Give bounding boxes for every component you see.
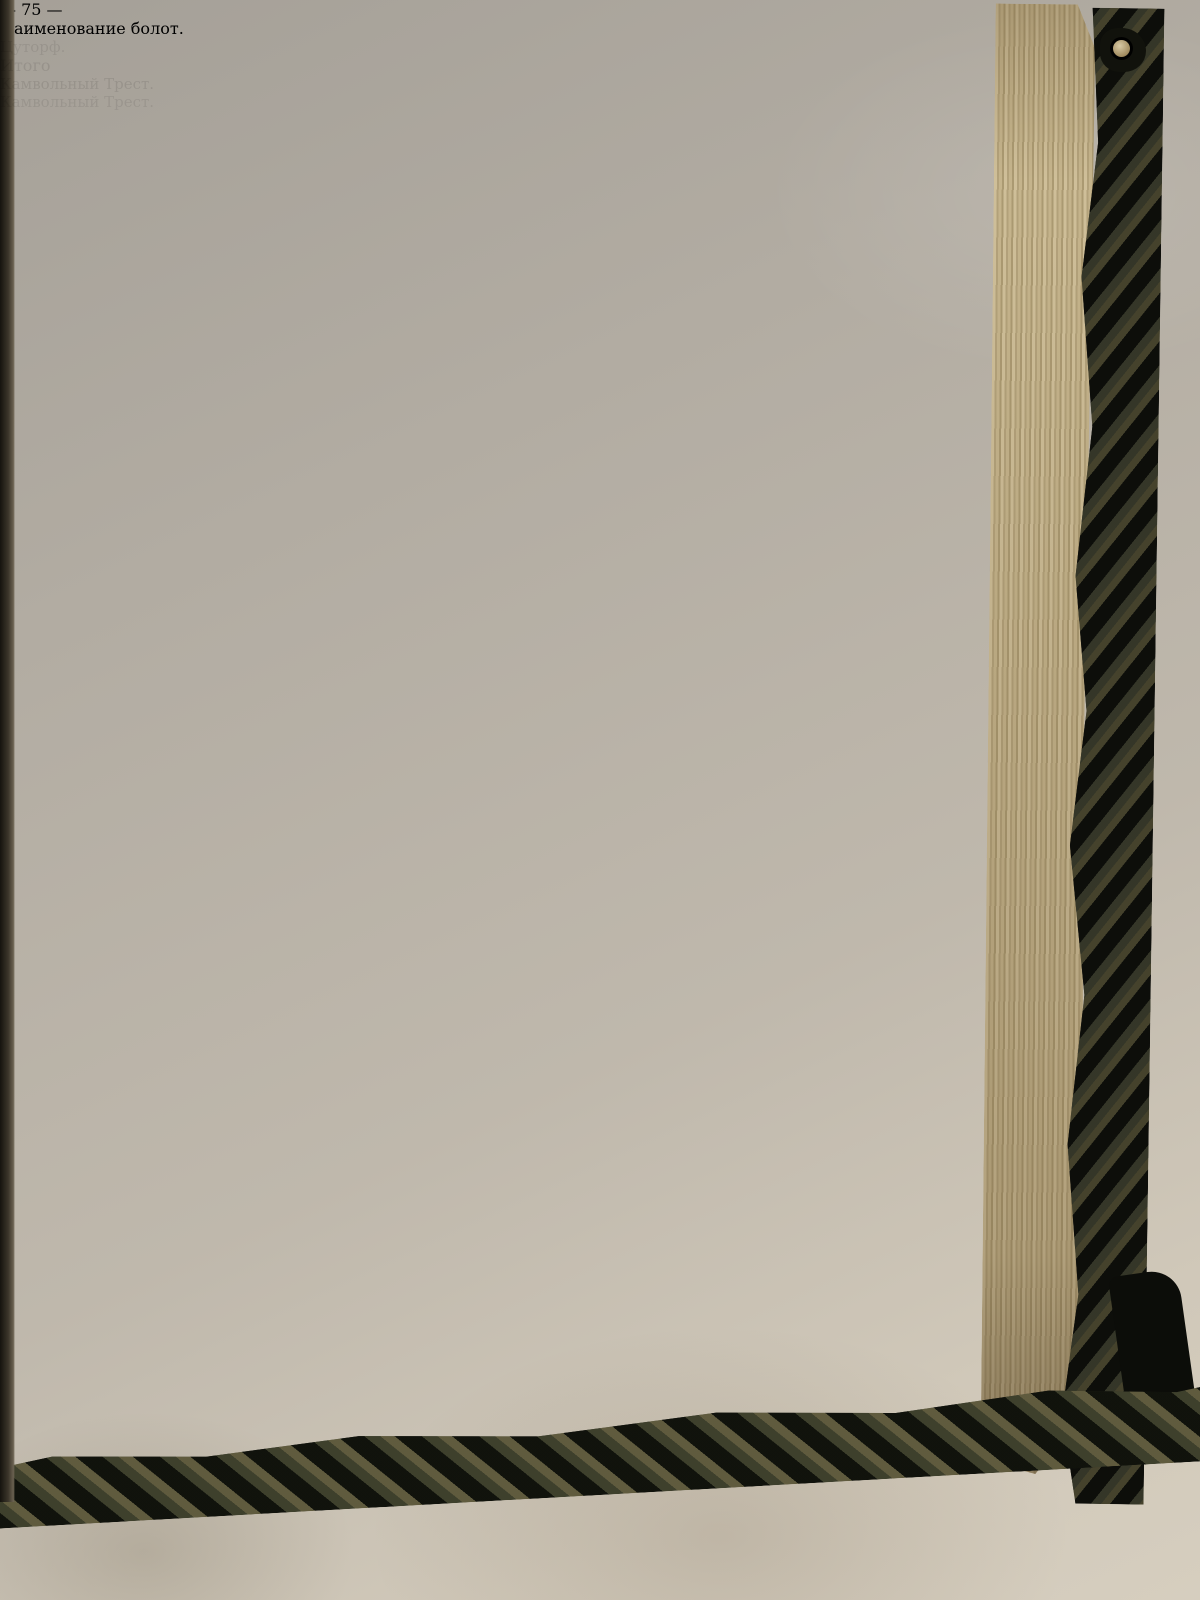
page-number: — 75 — [0,0,63,19]
bleed-through-text: Камвольный Трест. [0,93,155,111]
book-left-edge [0,0,15,1502]
bleed-through-text: Цуторф. [0,38,66,56]
binding-grommet [1100,28,1146,72]
bleed-through-text: Итого [0,56,51,75]
bleed-through-text: Наименование болот. [0,19,184,38]
bleed-through-text: Камвольный Трест. [0,75,155,93]
